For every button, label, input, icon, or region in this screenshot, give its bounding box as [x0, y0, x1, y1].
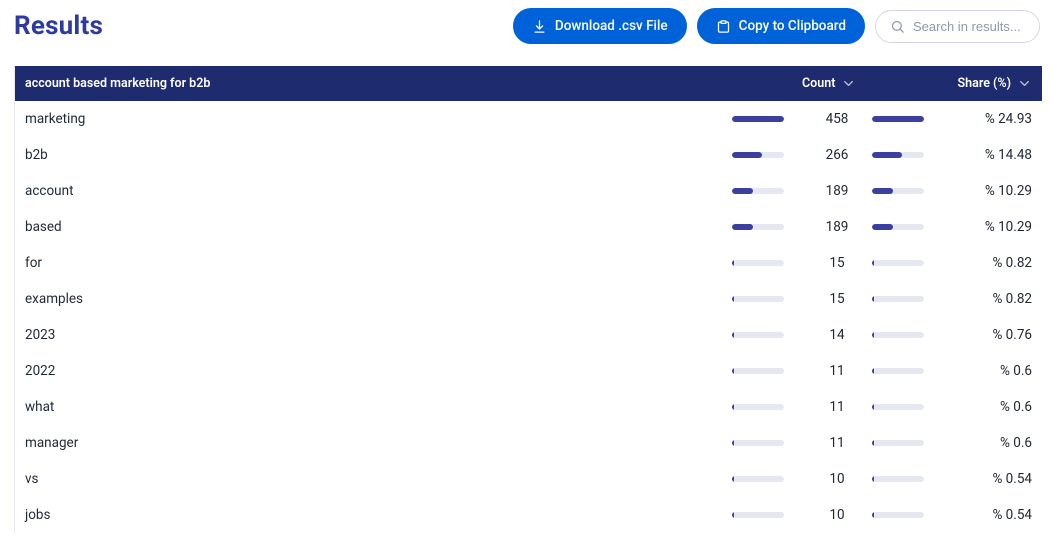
count-bar [732, 188, 784, 194]
count-bar [732, 368, 784, 374]
share-bar [872, 332, 924, 338]
table-row: for 15 % 0.82 [15, 245, 1042, 281]
download-csv-label: Download .csv File [555, 18, 668, 34]
share-cell: % 0.76 [942, 327, 1032, 343]
share-bar [872, 260, 924, 266]
count-bar [732, 476, 784, 482]
term-cell: b2b [25, 147, 732, 163]
count-cell: 458 [802, 111, 872, 127]
term-cell: what [25, 399, 732, 415]
count-cell: 15 [802, 291, 872, 307]
table-body: marketing 458 % 24.93 b2b 266 % 14.48 account 1… [15, 101, 1042, 533]
download-icon [532, 19, 547, 34]
term-cell: jobs [25, 507, 732, 523]
share-cell: % 10.29 [942, 183, 1032, 199]
header: Results Download .csv File Copy to Clipb… [14, 8, 1042, 44]
search-wrap[interactable] [875, 10, 1040, 43]
chevron-down-icon [841, 76, 856, 91]
toolbar: Download .csv File Copy to Clipboard [513, 8, 1040, 44]
share-bar [872, 296, 924, 302]
table-row: jobs 10 % 0.54 [15, 497, 1042, 533]
share-bar [872, 476, 924, 482]
count-bar [732, 332, 784, 338]
share-cell: % 0.82 [942, 255, 1032, 271]
count-bar [732, 260, 784, 266]
chevron-down-icon [1017, 76, 1032, 91]
table-row: examples 15 % 0.82 [15, 281, 1042, 317]
share-cell: % 0.6 [942, 435, 1032, 451]
share-cell: % 14.48 [942, 147, 1032, 163]
count-cell: 14 [802, 327, 872, 343]
table-row: account 189 % 10.29 [15, 173, 1042, 209]
clipboard-icon [716, 19, 731, 34]
count-bar [732, 296, 784, 302]
share-bar [872, 404, 924, 410]
table-row: marketing 458 % 24.93 [15, 101, 1042, 137]
share-cell: % 10.29 [942, 219, 1032, 235]
term-cell: based [25, 219, 732, 235]
count-cell: 11 [802, 363, 872, 379]
share-bar [872, 152, 924, 158]
count-cell: 10 [802, 507, 872, 523]
count-bar [732, 116, 784, 122]
term-cell: marketing [25, 111, 732, 127]
term-cell: vs [25, 471, 732, 487]
table-header: account based marketing for b2b Count Sh… [15, 66, 1042, 101]
copy-clipboard-button[interactable]: Copy to Clipboard [697, 8, 865, 44]
count-cell: 15 [802, 255, 872, 271]
count-cell: 189 [802, 183, 872, 199]
count-bar [732, 224, 784, 230]
term-cell: account [25, 183, 732, 199]
search-icon [890, 19, 905, 34]
share-cell: % 24.93 [942, 111, 1032, 127]
count-bar [732, 404, 784, 410]
term-cell: 2022 [25, 363, 732, 379]
table-row: 2023 14 % 0.76 [15, 317, 1042, 353]
share-cell: % 0.82 [942, 291, 1032, 307]
download-csv-button[interactable]: Download .csv File [513, 8, 687, 44]
column-count-header[interactable]: Count [802, 76, 872, 91]
count-cell: 11 [802, 399, 872, 415]
table-row: 2022 11 % 0.6 [15, 353, 1042, 389]
share-cell: % 0.6 [942, 363, 1032, 379]
share-bar [872, 512, 924, 518]
table-row: manager 11 % 0.6 [15, 425, 1042, 461]
share-header-label: Share (%) [958, 76, 1012, 91]
column-query-header[interactable]: account based marketing for b2b [25, 76, 732, 91]
share-bar [872, 188, 924, 194]
column-share-header[interactable]: Share (%) [942, 76, 1032, 91]
term-cell: for [25, 255, 732, 271]
count-cell: 11 [802, 435, 872, 451]
count-cell: 189 [802, 219, 872, 235]
results-table: account based marketing for b2b Count Sh… [14, 66, 1042, 533]
table-row: vs 10 % 0.54 [15, 461, 1042, 497]
copy-clipboard-label: Copy to Clipboard [739, 18, 846, 34]
search-input[interactable] [913, 19, 1025, 34]
term-cell: examples [25, 291, 732, 307]
table-row: what 11 % 0.6 [15, 389, 1042, 425]
share-bar [872, 224, 924, 230]
term-cell: manager [25, 435, 732, 451]
share-bar [872, 116, 924, 122]
share-cell: % 0.6 [942, 399, 1032, 415]
share-bar [872, 368, 924, 374]
table-row: b2b 266 % 14.48 [15, 137, 1042, 173]
share-cell: % 0.54 [942, 471, 1032, 487]
count-header-label: Count [802, 76, 835, 91]
count-bar [732, 440, 784, 446]
table-row: based 189 % 10.29 [15, 209, 1042, 245]
count-cell: 266 [802, 147, 872, 163]
count-bar [732, 512, 784, 518]
term-cell: 2023 [25, 327, 732, 343]
page-title: Results [14, 11, 103, 41]
share-bar [872, 440, 924, 446]
count-bar [732, 152, 784, 158]
share-cell: % 0.54 [942, 507, 1032, 523]
count-cell: 10 [802, 471, 872, 487]
